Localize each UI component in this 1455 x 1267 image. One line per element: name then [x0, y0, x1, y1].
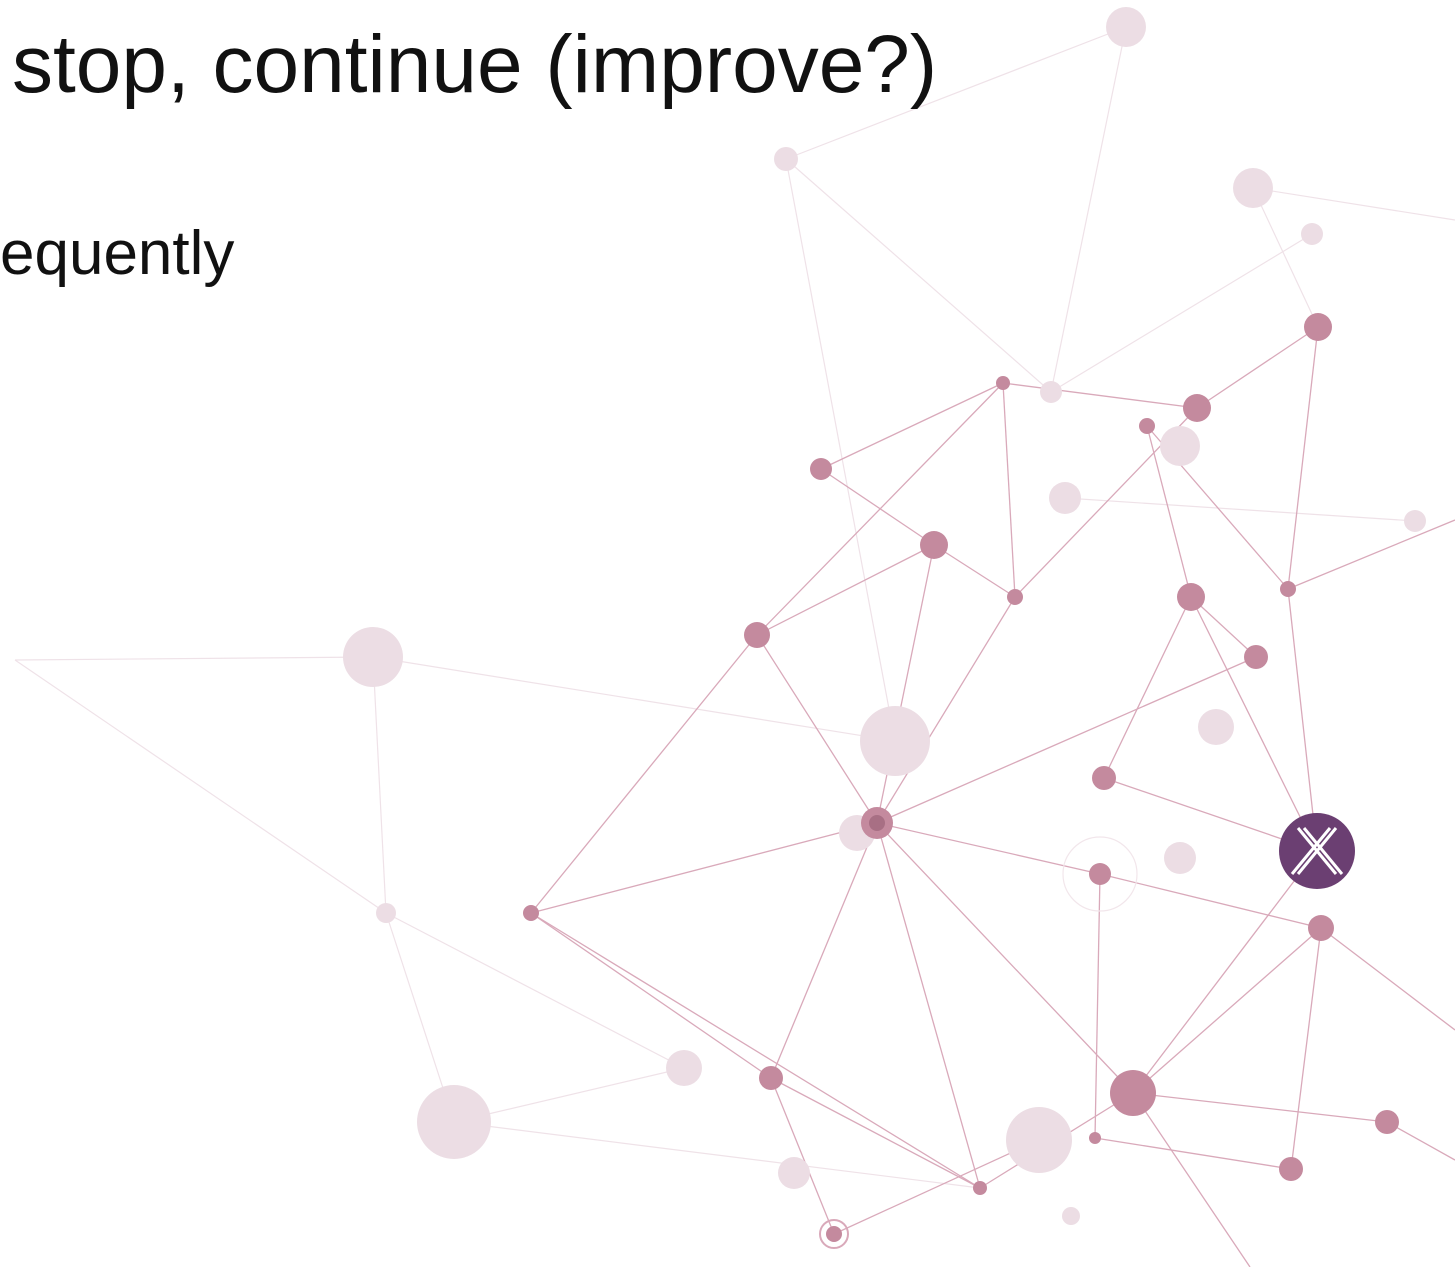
links — [531, 327, 1455, 1267]
light-nodes — [343, 7, 1426, 1225]
slide: stop, continue (improve?) equently (() =… — [0, 0, 1455, 1267]
node-core — [869, 815, 885, 831]
body-text: equently — [0, 218, 234, 289]
network-graphic — [0, 0, 1455, 1267]
slide-title: stop, continue (improve?) — [12, 18, 937, 112]
logo — [1279, 813, 1355, 889]
nodes — [523, 313, 1399, 1242]
